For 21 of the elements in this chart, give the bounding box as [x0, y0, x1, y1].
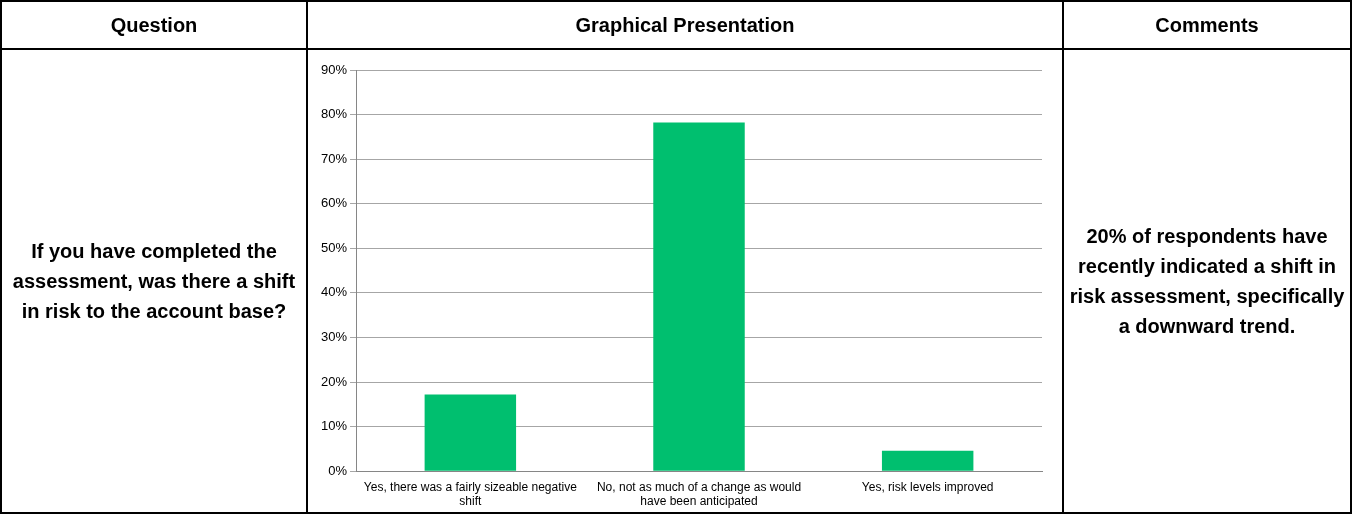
- y-tick-label: 30%: [320, 329, 348, 345]
- y-tick-label: 80%: [320, 106, 348, 122]
- text: Comments: [1063, 1, 1351, 49]
- bar: [653, 122, 745, 471]
- y-tick-label: 20%: [320, 373, 348, 389]
- x-tick-label: Yes, there was a fairly sizeable negative shift: [363, 479, 578, 509]
- text: If you have completed the assessment, was there a shift in risk to the account base?: [1, 49, 307, 513]
- x-tick-label: No, not as much of a change as would have been anticipated: [596, 479, 802, 509]
- y-tick-label: 90%: [320, 61, 348, 77]
- text: Graphical Presentation: [307, 1, 1063, 49]
- y-tick-label: 60%: [320, 195, 348, 211]
- x-tick-label: Yes, risk levels improved: [861, 479, 994, 494]
- bar: [881, 450, 974, 471]
- text: 20% of respondents have recently indicated a shift in risk assessment, specifically a downward trend.: [1063, 49, 1351, 513]
- y-tick-label: 40%: [320, 284, 348, 300]
- y-tick-label: 70%: [320, 150, 348, 166]
- bar: [424, 394, 517, 471]
- y-tick-label: 50%: [320, 239, 348, 255]
- y-tick-label: 0%: [328, 462, 348, 478]
- text: Question: [1, 1, 307, 49]
- y-tick-label: 10%: [320, 418, 348, 434]
